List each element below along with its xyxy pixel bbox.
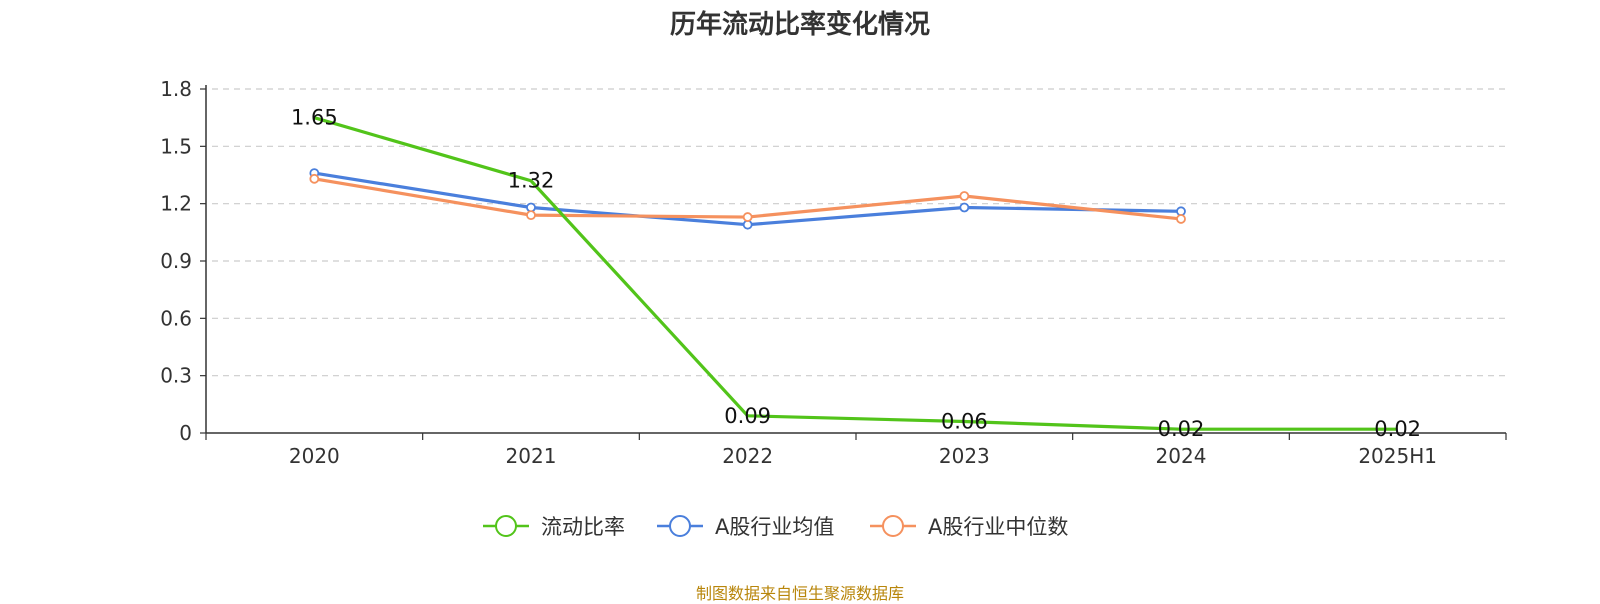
y-tick-label: 1.5 — [160, 134, 192, 158]
x-tick-label: 2022 — [722, 444, 773, 468]
legend-label: A股行业中位数 — [928, 515, 1068, 539]
legend-marker — [882, 515, 904, 537]
y-tick-label: 0.6 — [160, 306, 192, 330]
axes: 0 0.3 0.6 0.9 1.2 1.5 1.8 2020 2021 2022 2023 2024 2… — [160, 77, 1507, 468]
series-point-2 — [309, 173, 320, 184]
x-tick-label: 2025H1 — [1358, 444, 1437, 468]
y-tick-label: 0.3 — [160, 364, 192, 388]
legend-item[interactable]: A股行业中位数 — [870, 515, 1068, 539]
y-tick-label: 1.8 — [160, 77, 192, 101]
y-tick-label: 0 — [179, 421, 192, 445]
series-point-2 — [526, 210, 536, 221]
y-tick-label: 1.2 — [160, 192, 192, 216]
chart-title: 历年流动比率变化情况 — [669, 10, 930, 40]
legend-label: A股行业均值 — [715, 515, 834, 539]
data-label: 0.02 — [1374, 417, 1421, 441]
data-label: 0.09 — [724, 404, 771, 428]
data-label: 0.02 — [1158, 417, 1205, 441]
legend-marker — [495, 515, 517, 537]
y-tick-label: 0.9 — [160, 249, 192, 273]
series-point-2 — [1176, 214, 1186, 224]
x-tick-label: 2021 — [506, 444, 557, 468]
data-label: 0.06 — [941, 410, 988, 434]
data-label: 1.32 — [508, 169, 555, 193]
legend-item[interactable]: 流动比率 — [483, 515, 625, 539]
series-layer — [309, 116, 1398, 431]
legend-marker — [669, 515, 691, 537]
series-point-1 — [959, 202, 970, 213]
series-line-0 — [313, 116, 1398, 431]
series-point-2 — [959, 191, 970, 201]
x-tick-label: 2023 — [939, 444, 990, 468]
legend[interactable]: 流动比率 A股行业均值 A股行业中位数 — [483, 515, 1068, 539]
data-labels: 1.65 1.32 0.09 0.06 0.02 0.02 — [291, 106, 1421, 442]
x-tick-label: 2020 — [289, 444, 340, 468]
legend-label: 流动比率 — [541, 515, 625, 539]
x-tick-label: 2024 — [1156, 444, 1207, 468]
series-point-2 — [742, 212, 753, 222]
grid-lines — [212, 88, 1506, 377]
legend-item[interactable]: A股行业均值 — [657, 515, 834, 539]
source-note: 制图数据来自恒生聚源数据库 — [695, 584, 904, 603]
data-label: 1.65 — [291, 106, 338, 130]
